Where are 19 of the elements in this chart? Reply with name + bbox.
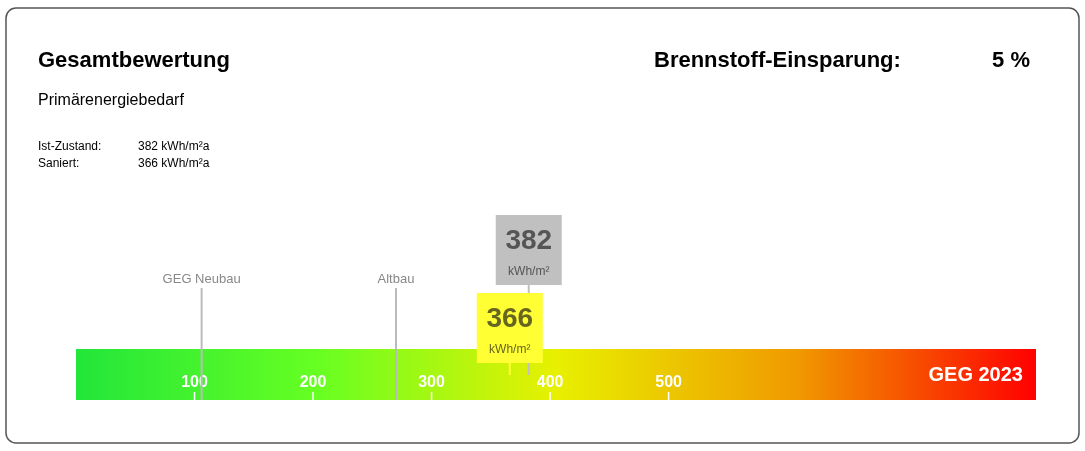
y-tick-label: GEG 2023 (928, 362, 1023, 385)
ref-line-label: 382 (505, 224, 553, 255)
text: 366 kWh/m²a (138, 156, 210, 170)
text: 382 kWh/m²a (138, 139, 210, 153)
ref-line-label: 366 (486, 302, 534, 333)
x-tick-label: 300 (418, 373, 445, 390)
text: Ist-Zustand: (38, 139, 102, 153)
ref-line-label: Altbau (377, 271, 415, 286)
text: 5 % (992, 47, 1030, 72)
x-tick-label: 500 (655, 373, 683, 390)
x-axis-title: kWh/m² (489, 342, 531, 356)
chart-title: Gesamtbewertung (38, 47, 230, 72)
chart-subtitle: Primärenergiebedarf (38, 91, 185, 108)
ref-line-label: GEG Neubau (162, 271, 241, 286)
x-tick-label: 200 (299, 373, 327, 390)
x-tick-label: 400 (536, 373, 564, 390)
text: Saniert: (38, 156, 80, 170)
text: kWh/m² (508, 264, 550, 278)
text: Brennstoff-Einsparung: (654, 47, 901, 72)
